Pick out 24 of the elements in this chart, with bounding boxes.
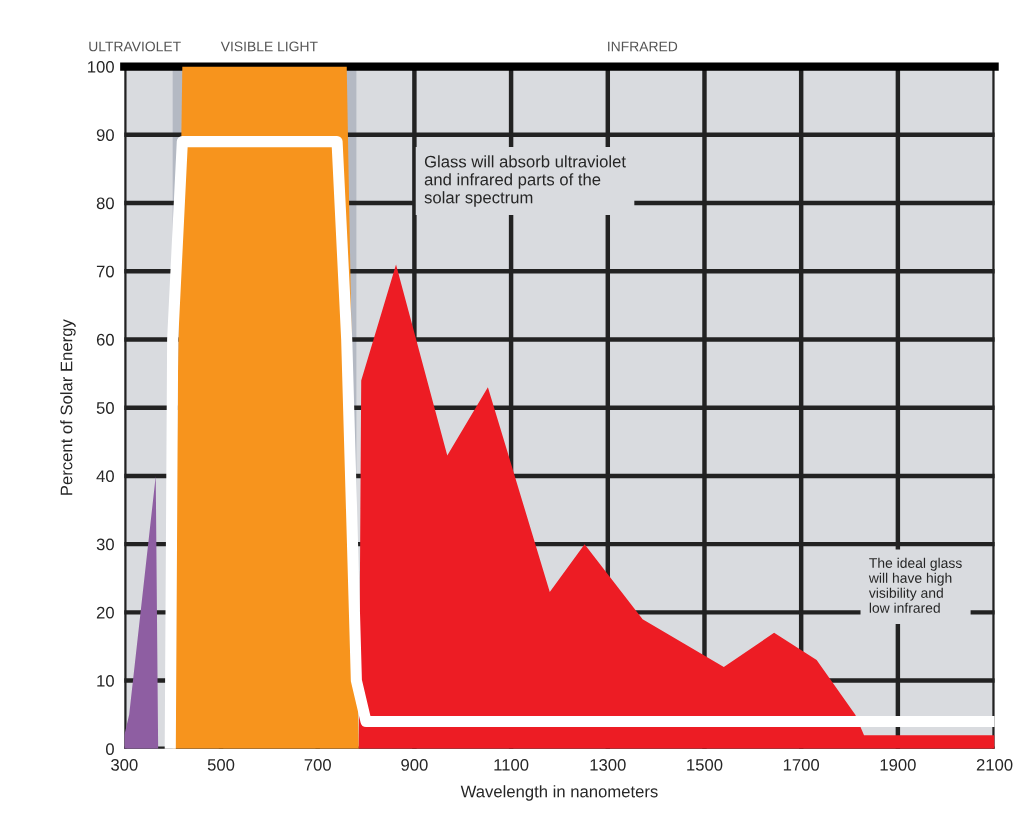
y-tick-label: 70	[96, 265, 114, 278]
y-tick-label: 20	[96, 606, 114, 619]
y-tick-label: 100	[88, 60, 114, 73]
y-tick-label: 90	[96, 129, 114, 141]
x-tick-label: 1900	[880, 758, 916, 771]
y-tick-label: 60	[96, 333, 114, 346]
y-tick-label: 40	[96, 470, 114, 483]
x-tick-label: 900	[401, 758, 428, 771]
x-tick-label: 500	[207, 758, 235, 771]
annotation: Glass will absorb ultraviolet and infrared parts of the solar spectrum	[424, 155, 626, 207]
x-tick-label: 700	[304, 758, 331, 771]
y-tick-label: 80	[96, 197, 114, 210]
y-axis-title: Percent of Solar Energy	[60, 319, 76, 495]
x-tick-label: 1300	[590, 758, 626, 771]
x-tick-label: 300	[111, 758, 138, 771]
y-tick-label: 0	[105, 743, 114, 755]
x-tick-label: 1100	[494, 758, 529, 771]
y-tick-label: 30	[96, 538, 114, 551]
x-tick-label: 2100	[976, 758, 1013, 771]
x-axis-title: Wavelength in nanometers	[460, 785, 658, 801]
x-tick-label: 1500	[687, 758, 723, 771]
y-tick-label: 50	[96, 402, 114, 414]
x-tick-label: 1700	[783, 758, 820, 771]
y-tick-label: 10	[97, 674, 114, 687]
